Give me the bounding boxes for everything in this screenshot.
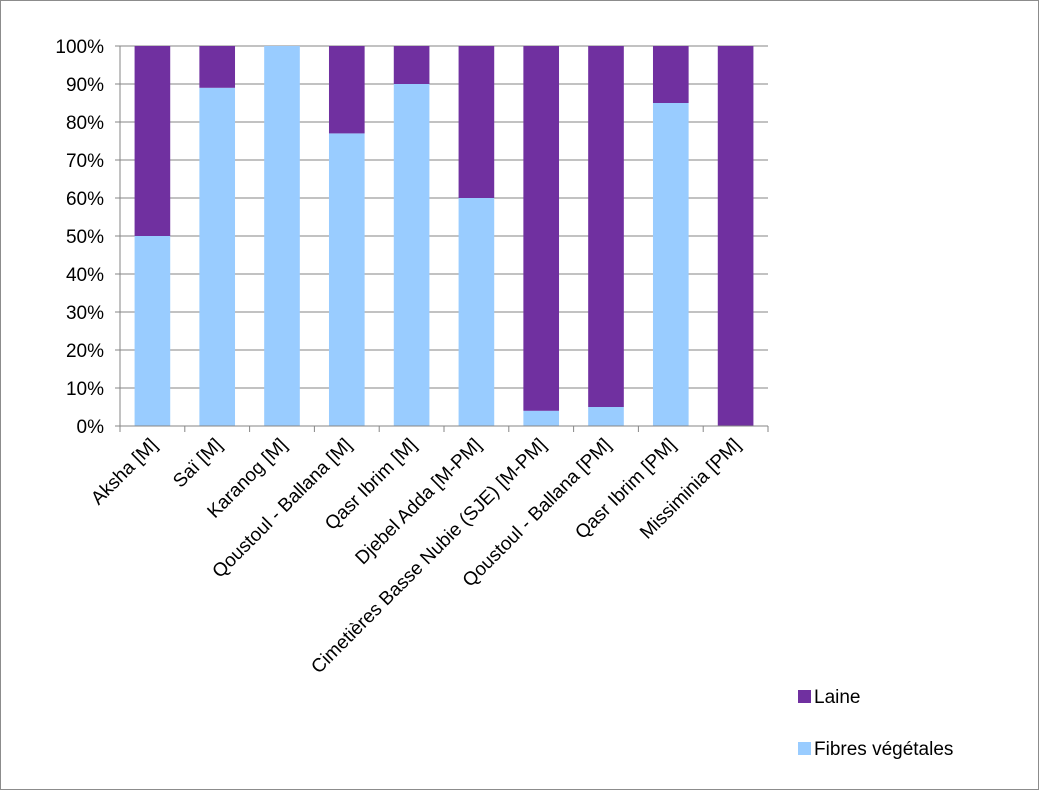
x-tick-label: Cimetières Basse Nubie (SJE) [M-PM] bbox=[307, 435, 550, 678]
y-tick-label: 0% bbox=[77, 417, 105, 438]
bar-fibres-vegetales bbox=[199, 87, 236, 427]
x-tick-label: Saï [M] bbox=[169, 435, 226, 492]
y-tick-label: 50% bbox=[66, 227, 104, 248]
y-tick-label: 10% bbox=[66, 379, 104, 400]
x-tick-labels: Aksha [M] Saï [M]Karanog [M]Qoustoul - Ba… bbox=[87, 435, 745, 678]
legend-label-laine: Laine bbox=[814, 687, 861, 708]
legend-label-fibres-vegetales: Fibres végétales bbox=[814, 739, 953, 760]
legend-swatch-laine bbox=[798, 690, 811, 703]
bar-laine bbox=[523, 46, 560, 411]
bar-laine bbox=[458, 46, 495, 198]
bar-fibres-vegetales bbox=[652, 103, 689, 426]
bar-laine bbox=[717, 46, 754, 426]
legend-swatch-fibres-vegetales bbox=[798, 742, 811, 755]
y-tick-label: 90% bbox=[66, 75, 104, 96]
bar-laine bbox=[134, 46, 171, 236]
bar-fibres-vegetales bbox=[393, 84, 430, 426]
bar-fibres-vegetales bbox=[458, 198, 495, 426]
y-tick-label: 100% bbox=[55, 37, 104, 58]
bar-laine bbox=[652, 46, 689, 103]
y-tick-label: 80% bbox=[66, 113, 104, 134]
y-tick-label: 60% bbox=[66, 189, 104, 210]
x-tick-label: Aksha [M] bbox=[87, 435, 162, 510]
bar-fibres-vegetales bbox=[523, 410, 560, 426]
x-tick-label: Djebel Adda [M-PM] bbox=[352, 435, 486, 569]
bar-laine bbox=[328, 46, 365, 134]
axes bbox=[115, 46, 769, 432]
legend: Laine Fibres végétales bbox=[798, 687, 953, 760]
y-tick-label: 70% bbox=[66, 151, 104, 172]
y-tick-label: 30% bbox=[66, 303, 104, 324]
y-tick-label: 20% bbox=[66, 341, 104, 362]
bar-laine bbox=[393, 46, 430, 84]
bars bbox=[134, 46, 754, 427]
y-tick-labels: 0% 10% 20% 30% 40% 50% 60% 70% 80% 90% 100% bbox=[55, 37, 104, 438]
bar-fibres-vegetales bbox=[134, 236, 171, 426]
bar-laine bbox=[588, 46, 624, 407]
bar-laine bbox=[199, 46, 236, 88]
bar-fibres-vegetales bbox=[588, 407, 624, 426]
bar-fibres-vegetales bbox=[328, 133, 365, 426]
y-tick-label: 40% bbox=[66, 265, 104, 286]
bar-fibres-vegetales bbox=[264, 46, 300, 426]
